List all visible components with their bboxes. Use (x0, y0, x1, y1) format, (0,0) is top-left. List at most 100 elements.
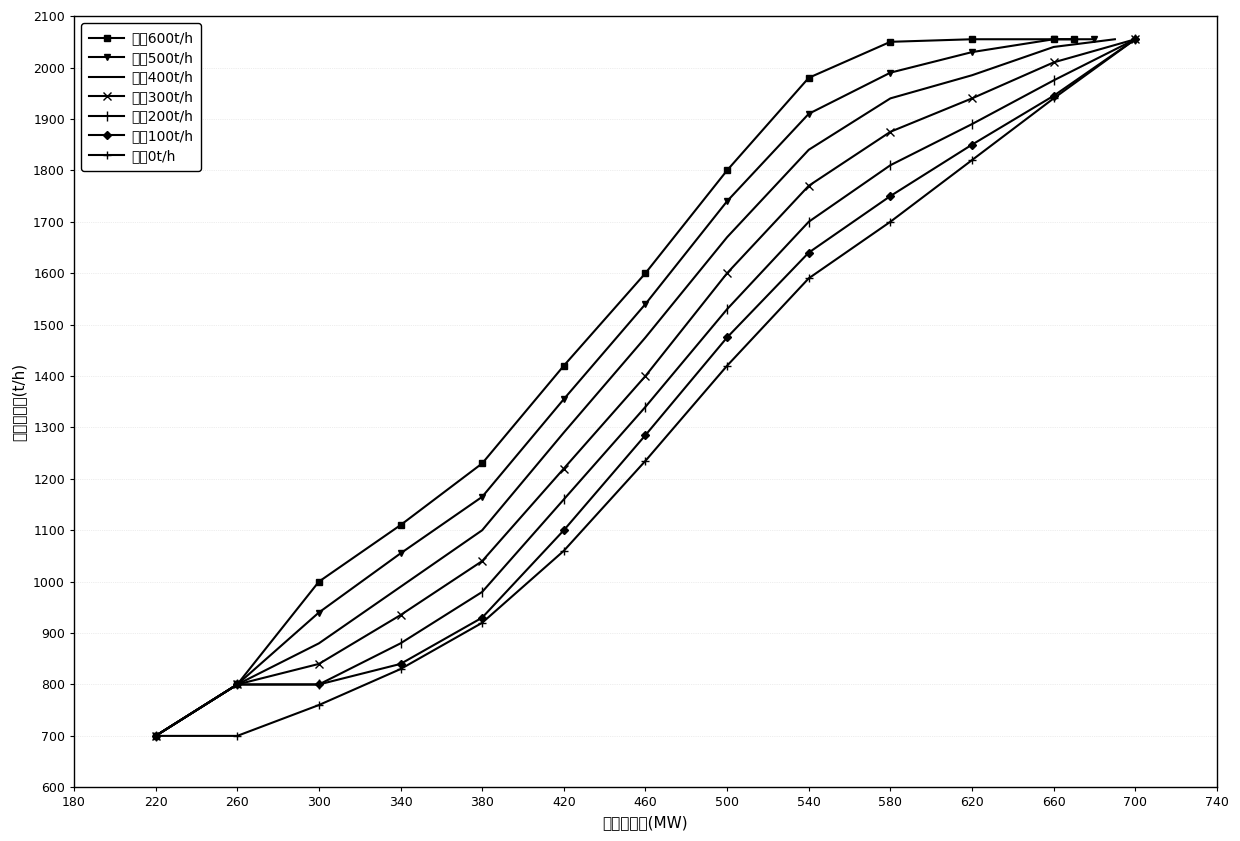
采暖100t/h (148, 731, 162, 741)
采暖0t/h (639, 456, 653, 466)
采暖200t/h (801, 217, 816, 227)
Line: 采暖300t/h: 采暖300t/h (151, 35, 1140, 740)
采暖300t/h (311, 659, 326, 669)
Line: 采暖100t/h: 采暖100t/h (153, 36, 1138, 738)
采暖300t/h (719, 268, 734, 278)
采暖600t/h (229, 680, 244, 690)
采暖100t/h (311, 680, 326, 690)
采暖0t/h (229, 731, 244, 741)
采暖200t/h (719, 304, 734, 315)
采暖200t/h (475, 587, 490, 597)
Y-axis label: 主蜗汽流量(t/h): 主蜗汽流量(t/h) (11, 362, 26, 441)
采暖100t/h (1047, 91, 1061, 101)
采暖0t/h (311, 700, 326, 710)
采暖400t/h (883, 93, 898, 103)
采暖100t/h (719, 332, 734, 342)
采暖100t/h (965, 140, 980, 150)
采暖0t/h (719, 361, 734, 371)
X-axis label: 发电机功率(MW): 发电机功率(MW) (603, 815, 688, 830)
Legend: 采暖600t/h, 采暖500t/h, 采暖400t/h, 采暖300t/h, 采暖200t/h, 采暖100t/h, 采暖0t/h: 采暖600t/h, 采暖500t/h, 采暖400t/h, 采暖300t/h, … (81, 23, 201, 171)
采暖100t/h (229, 680, 244, 690)
采暖100t/h (557, 525, 572, 535)
采暖0t/h (557, 546, 572, 556)
采暖200t/h (148, 731, 162, 741)
采暖500t/h (639, 299, 653, 309)
采暖100t/h (801, 247, 816, 257)
采暖400t/h (965, 70, 980, 80)
Line: 采暖0t/h: 采暖0t/h (151, 35, 1140, 740)
采暖500t/h (229, 680, 244, 690)
采暖300t/h (801, 181, 816, 191)
采暖0t/h (1128, 34, 1143, 45)
采暖600t/h (1066, 34, 1081, 45)
采暖200t/h (639, 402, 653, 412)
采暖600t/h (311, 577, 326, 587)
采暖600t/h (557, 361, 572, 371)
采暖200t/h (557, 495, 572, 505)
采暖0t/h (393, 664, 408, 674)
Line: 采暖500t/h: 采暖500t/h (153, 36, 1097, 739)
采暖300t/h (393, 610, 408, 620)
采暖300t/h (883, 127, 898, 137)
采暖0t/h (801, 273, 816, 283)
采暖500t/h (557, 394, 572, 405)
采暖400t/h (311, 638, 326, 648)
采暖600t/h (1047, 34, 1061, 45)
采暖100t/h (393, 659, 408, 669)
采暖300t/h (475, 556, 490, 566)
采暖500t/h (393, 548, 408, 558)
采暖400t/h (475, 525, 490, 535)
采暖400t/h (1047, 42, 1061, 52)
采暖400t/h (229, 680, 244, 690)
Line: 采暖600t/h: 采暖600t/h (153, 36, 1078, 739)
采暖0t/h (1047, 93, 1061, 103)
采暖300t/h (229, 680, 244, 690)
Line: 采暖400t/h: 采暖400t/h (155, 40, 1115, 736)
采暖300t/h (148, 731, 162, 741)
采暖100t/h (639, 430, 653, 440)
采暖300t/h (639, 371, 653, 381)
采暖600t/h (719, 166, 734, 176)
采暖500t/h (965, 47, 980, 57)
采暖100t/h (1128, 34, 1143, 45)
采暖600t/h (639, 268, 653, 278)
采暖100t/h (883, 191, 898, 201)
Line: 采暖200t/h: 采暖200t/h (151, 34, 1140, 741)
采暖600t/h (393, 520, 408, 530)
采暖400t/h (557, 427, 572, 437)
采暖600t/h (148, 731, 162, 741)
采暖100t/h (475, 612, 490, 622)
采暖0t/h (883, 217, 898, 227)
采暖500t/h (883, 67, 898, 77)
采暖500t/h (475, 492, 490, 502)
采暖600t/h (801, 73, 816, 83)
采暖200t/h (393, 638, 408, 648)
采暖500t/h (148, 731, 162, 741)
采暖500t/h (1047, 34, 1061, 45)
采暖400t/h (1107, 34, 1122, 45)
采暖0t/h (475, 618, 490, 628)
采暖300t/h (557, 463, 572, 473)
采暖300t/h (1128, 34, 1143, 45)
采暖400t/h (393, 582, 408, 592)
采暖400t/h (639, 332, 653, 342)
采暖600t/h (883, 37, 898, 47)
采暖200t/h (229, 680, 244, 690)
采暖300t/h (965, 93, 980, 103)
采暖200t/h (965, 119, 980, 130)
采暖200t/h (883, 160, 898, 170)
采暖0t/h (965, 155, 980, 165)
采暖600t/h (475, 458, 490, 468)
采暖600t/h (965, 34, 980, 45)
采暖500t/h (311, 607, 326, 617)
采暖200t/h (1128, 34, 1143, 45)
采暖500t/h (719, 196, 734, 206)
采暖500t/h (801, 108, 816, 119)
采暖400t/h (719, 232, 734, 242)
采暖200t/h (1047, 76, 1061, 86)
采暖400t/h (148, 731, 162, 741)
采暖400t/h (801, 145, 816, 155)
采暖0t/h (148, 731, 162, 741)
采暖500t/h (1087, 34, 1102, 45)
采暖200t/h (311, 680, 326, 690)
